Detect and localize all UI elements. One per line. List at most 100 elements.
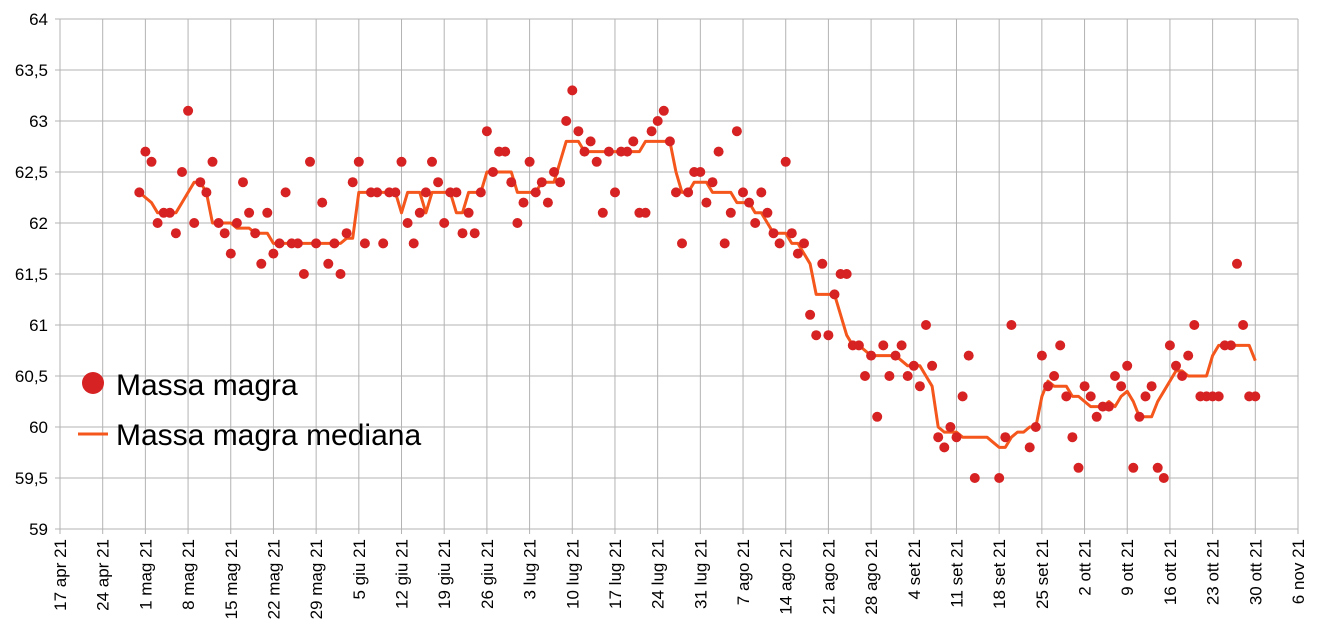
x-tick-label: 8 mag 21 [179, 539, 198, 610]
data-point [1116, 381, 1127, 392]
x-tick-label: 22 mag 21 [264, 539, 283, 619]
data-point [396, 156, 407, 167]
data-point [256, 258, 267, 269]
data-point [481, 126, 492, 137]
data-point [329, 238, 340, 249]
legend-label-line: Massa magra mediana [116, 419, 421, 452]
data-point [1183, 350, 1194, 361]
data-point [780, 156, 791, 167]
x-tick-label: 31 lug 21 [691, 539, 710, 609]
data-point [792, 248, 803, 259]
x-tick-label: 11 set 21 [947, 539, 966, 608]
data-point [1238, 320, 1249, 330]
data-point [408, 238, 419, 249]
data-point [549, 167, 559, 177]
data-point [786, 228, 797, 239]
data-point [683, 187, 694, 198]
data-point [1128, 462, 1139, 473]
data-point [1177, 371, 1188, 381]
data-point [164, 207, 175, 218]
x-tick-label: 7 ago 21 [734, 539, 753, 605]
x-tick-label: 4 set 21 [905, 539, 924, 600]
data-point [872, 411, 883, 422]
x-tick-label: 5 giu 21 [350, 539, 369, 600]
y-tick-label: 61 [29, 316, 48, 335]
data-point [1067, 432, 1078, 443]
x-tick-label: 26 giu 21 [478, 539, 497, 609]
x-tick-label: 10 lug 21 [563, 539, 582, 609]
data-point [731, 126, 742, 137]
data-point [1024, 442, 1035, 453]
data-point [207, 156, 218, 167]
x-tick-label: 29 mag 21 [307, 539, 326, 619]
data-point [530, 187, 541, 198]
data-point [359, 238, 370, 249]
data-point [896, 340, 907, 351]
data-point [475, 187, 486, 198]
data-point [884, 371, 895, 381]
x-tick-label: 17 apr 21 [51, 539, 70, 611]
data-point [597, 207, 608, 218]
data-point [908, 360, 919, 371]
y-tick-label: 63 [29, 112, 48, 131]
data-point [994, 473, 1005, 483]
data-point [140, 146, 151, 157]
x-tick-label: 6 nov 21 [1289, 539, 1308, 604]
y-tick-label: 62,5 [15, 163, 48, 182]
data-point [628, 136, 639, 147]
data-point [463, 207, 474, 218]
data-point [1122, 360, 1133, 371]
x-tick-label: 2 ott 21 [1076, 539, 1095, 596]
data-point [902, 371, 913, 381]
data-point [451, 187, 462, 198]
data-point [652, 116, 663, 126]
data-point [372, 187, 383, 198]
data-point [573, 126, 584, 137]
data-point [841, 269, 852, 279]
x-tick-label: 15 mag 21 [222, 539, 241, 619]
data-point [323, 258, 334, 269]
y-tick-label: 63,5 [15, 61, 48, 80]
data-point [213, 218, 224, 228]
data-point [744, 197, 755, 208]
data-point [561, 116, 572, 126]
y-tick-labels: 59 59,5 60 60,5 61 61,5 62 62,5 63 63,5 64 [15, 10, 48, 539]
x-tick-label: 18 set 21 [990, 539, 1009, 609]
data-point [750, 218, 761, 228]
grid-lines [59, 18, 1299, 530]
data-point [829, 289, 840, 300]
data-point [439, 218, 450, 228]
y-tick-label: 59 [29, 520, 48, 539]
data-point [488, 167, 498, 177]
data-point [347, 177, 358, 188]
data-point [933, 432, 944, 443]
data-point [927, 360, 938, 371]
data-point [1043, 381, 1053, 392]
data-point [1232, 258, 1242, 269]
x-tick-label: 1 mag 21 [136, 539, 155, 610]
data-point [658, 105, 669, 116]
legend-marker-scatter [82, 372, 104, 394]
data-point [1146, 381, 1157, 392]
data-point [1171, 360, 1181, 371]
x-tick-label: 25 set 21 [1033, 539, 1052, 609]
data-point [512, 218, 523, 228]
data-point [280, 187, 291, 198]
x-tick-label: 21 ago 21 [819, 539, 838, 615]
y-tick-label: 61,5 [15, 265, 48, 284]
x-tick-label: 19 giu 21 [435, 539, 454, 609]
data-point [1000, 432, 1011, 443]
y-tick-label: 59,5 [15, 469, 48, 488]
data-point [713, 146, 724, 157]
data-point [500, 146, 511, 157]
data-point [311, 238, 322, 249]
data-point [427, 156, 437, 167]
data-point [457, 228, 468, 239]
data-point [603, 146, 614, 157]
data-point [677, 238, 687, 249]
data-point [701, 197, 712, 208]
data-point [1091, 411, 1102, 422]
data-point [1189, 320, 1200, 330]
x-tick-label: 30 ott 21 [1246, 539, 1265, 605]
data-point [268, 248, 279, 259]
